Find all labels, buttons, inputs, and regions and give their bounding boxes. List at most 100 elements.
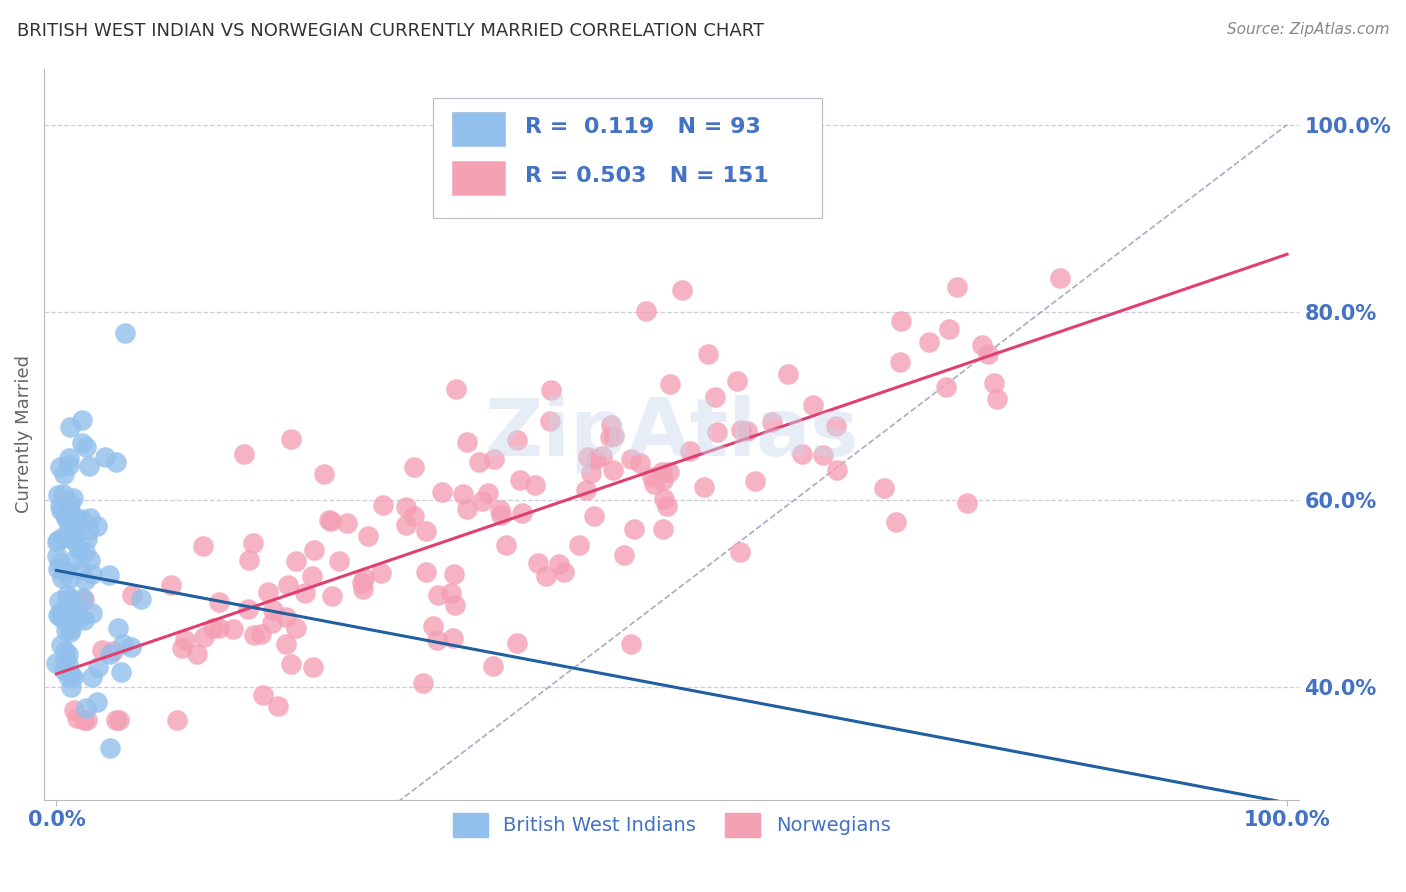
Point bbox=[66, 711, 89, 725]
Point bbox=[889, 355, 911, 369]
Point bbox=[262, 615, 284, 630]
Point bbox=[233, 447, 256, 461]
Point bbox=[49, 499, 72, 513]
Point bbox=[301, 568, 323, 582]
Point bbox=[58, 496, 80, 510]
Point bbox=[58, 648, 80, 662]
Point bbox=[70, 512, 93, 526]
Point bbox=[55, 594, 77, 608]
Point bbox=[69, 611, 91, 625]
Point bbox=[174, 632, 197, 647]
Point bbox=[489, 508, 512, 522]
Point bbox=[451, 486, 474, 500]
Point bbox=[76, 713, 98, 727]
Point bbox=[52, 467, 75, 482]
Point bbox=[285, 621, 308, 635]
Point bbox=[80, 567, 103, 582]
Point bbox=[250, 627, 273, 641]
Point bbox=[302, 660, 325, 674]
Point bbox=[193, 539, 215, 553]
Point bbox=[55, 588, 77, 602]
Point bbox=[412, 676, 434, 690]
Point bbox=[274, 637, 297, 651]
Point bbox=[489, 502, 512, 516]
Point bbox=[728, 544, 751, 558]
Point bbox=[91, 642, 114, 657]
Point bbox=[66, 513, 89, 527]
Point bbox=[986, 392, 1008, 407]
Point bbox=[456, 434, 478, 449]
Point bbox=[395, 500, 418, 515]
Point bbox=[471, 494, 494, 508]
Point bbox=[652, 492, 675, 507]
Point bbox=[620, 637, 643, 651]
Point bbox=[46, 488, 69, 502]
Point bbox=[65, 599, 87, 614]
Point bbox=[482, 452, 505, 467]
Point bbox=[302, 543, 325, 558]
Point bbox=[49, 503, 72, 517]
Point bbox=[252, 688, 274, 702]
Point bbox=[59, 419, 82, 434]
Point bbox=[55, 623, 77, 637]
Point bbox=[599, 430, 621, 444]
Point bbox=[58, 657, 80, 672]
Point bbox=[568, 538, 591, 552]
Point bbox=[872, 481, 894, 495]
Point bbox=[277, 578, 299, 592]
Point bbox=[468, 455, 491, 469]
Point bbox=[110, 665, 132, 679]
Point bbox=[432, 484, 454, 499]
Point bbox=[761, 416, 783, 430]
Point bbox=[46, 562, 69, 576]
Point bbox=[53, 529, 76, 543]
Point bbox=[56, 510, 79, 524]
Point bbox=[506, 636, 529, 650]
Point bbox=[59, 622, 82, 636]
Point bbox=[623, 522, 645, 536]
Point bbox=[280, 433, 302, 447]
Point bbox=[48, 607, 70, 622]
Point bbox=[55, 530, 77, 544]
Point bbox=[104, 713, 127, 727]
Point bbox=[73, 713, 96, 727]
Point bbox=[236, 602, 259, 616]
Point bbox=[477, 486, 499, 500]
Point bbox=[45, 656, 67, 670]
Point bbox=[238, 552, 260, 566]
FancyBboxPatch shape bbox=[453, 161, 505, 195]
Point bbox=[79, 458, 101, 473]
Point bbox=[634, 303, 657, 318]
Point bbox=[548, 557, 571, 571]
Point bbox=[73, 573, 96, 587]
Point bbox=[70, 563, 93, 577]
Point bbox=[62, 670, 84, 684]
Point bbox=[98, 648, 121, 662]
Point bbox=[534, 568, 557, 582]
Point bbox=[87, 659, 110, 673]
Point bbox=[104, 455, 127, 469]
Point bbox=[97, 567, 120, 582]
Point bbox=[370, 566, 392, 580]
Point bbox=[79, 510, 101, 524]
Point bbox=[58, 669, 80, 683]
Point bbox=[671, 283, 693, 297]
Point bbox=[402, 460, 425, 475]
Point bbox=[603, 429, 626, 443]
Point bbox=[706, 425, 728, 439]
Point bbox=[60, 613, 83, 627]
Point bbox=[441, 631, 464, 645]
Point bbox=[640, 470, 662, 484]
Point bbox=[63, 607, 86, 621]
Point bbox=[52, 487, 75, 501]
Point bbox=[46, 549, 69, 563]
Point bbox=[336, 516, 359, 530]
Point bbox=[257, 584, 280, 599]
Point bbox=[970, 338, 993, 352]
Point bbox=[444, 598, 467, 612]
Point bbox=[512, 506, 534, 520]
Point bbox=[60, 611, 83, 625]
Point bbox=[321, 590, 343, 604]
Point bbox=[321, 515, 343, 529]
Point bbox=[579, 466, 602, 480]
